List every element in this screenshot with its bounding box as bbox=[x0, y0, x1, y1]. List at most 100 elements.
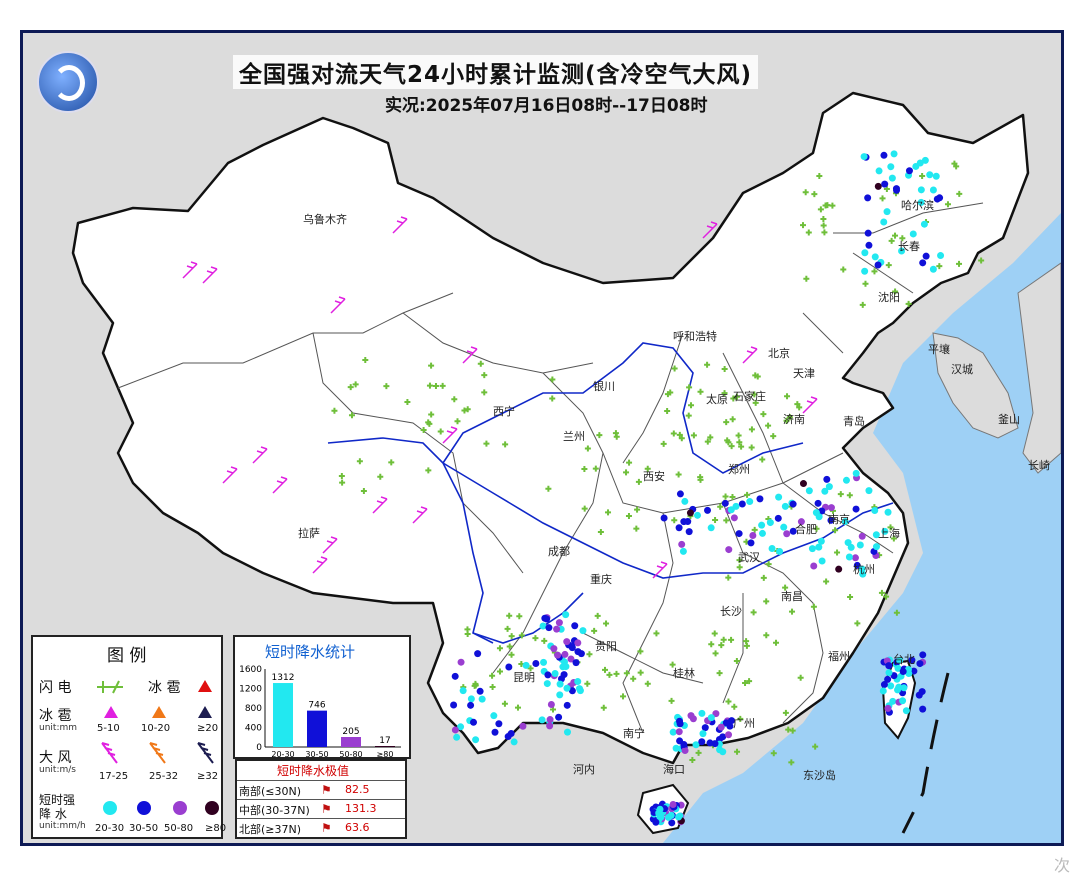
legend-wind-unit: unit:m/s bbox=[39, 765, 76, 775]
city-label: 重庆 bbox=[590, 573, 612, 586]
bar-value-label: 17 bbox=[379, 736, 390, 746]
lightning-mark bbox=[729, 494, 736, 501]
lightning-mark bbox=[751, 526, 758, 533]
y-tick-label: 0 bbox=[256, 743, 262, 753]
rain-dot bbox=[555, 619, 563, 627]
extreme-row-middle: 中部(30-37N) ⚑ 131.3 bbox=[237, 799, 405, 819]
wind-range-label: ≥32 bbox=[197, 771, 219, 782]
city-label: 南京 bbox=[828, 513, 850, 526]
wind-marks bbox=[182, 216, 818, 579]
rain-dot bbox=[810, 562, 818, 570]
map-subtitle: 实况:2025年07月16日08时--17日08时 bbox=[385, 96, 708, 116]
rain-dot bbox=[730, 514, 738, 522]
lightning-mark bbox=[331, 407, 338, 414]
rain-dot bbox=[919, 259, 927, 267]
lightning-mark bbox=[483, 440, 490, 447]
lightning-mark bbox=[746, 678, 753, 685]
city-label: 长沙 bbox=[720, 605, 742, 618]
japan-land bbox=[1017, 262, 1061, 474]
rain-dot bbox=[887, 682, 895, 690]
lightning-mark bbox=[532, 635, 539, 642]
rain-range-label: ≥80 bbox=[205, 823, 227, 834]
lightning-mark bbox=[733, 658, 740, 665]
rain-dot bbox=[652, 818, 660, 826]
rain-dot bbox=[758, 529, 766, 537]
lightning-mark bbox=[707, 434, 714, 441]
lightning-mark bbox=[788, 759, 795, 766]
lightning-mark bbox=[481, 389, 488, 396]
rain-dot bbox=[546, 716, 554, 724]
lightning-mark bbox=[637, 648, 644, 655]
lightning-mark bbox=[736, 439, 743, 446]
rain-dot bbox=[881, 180, 889, 188]
lightning-mark bbox=[717, 503, 724, 510]
rain-dot bbox=[693, 511, 701, 519]
lightning-mark bbox=[821, 229, 828, 236]
lightning-mark bbox=[586, 651, 593, 658]
lightning-mark bbox=[506, 643, 513, 650]
stats-title: 短时降水统计 bbox=[265, 643, 356, 661]
lightning-mark bbox=[425, 419, 432, 426]
rain-dot bbox=[680, 518, 688, 526]
extreme-row-value: 131.3 bbox=[345, 802, 377, 815]
lightning-mark bbox=[782, 709, 789, 716]
lightning-mark bbox=[454, 418, 461, 425]
rain-dot bbox=[874, 182, 882, 190]
flag-icon: ⚑ bbox=[321, 783, 332, 797]
wind-barb bbox=[252, 446, 268, 464]
city-label: 成都 bbox=[548, 545, 570, 558]
rain-dot bbox=[574, 639, 582, 647]
rain-dot bbox=[818, 507, 826, 515]
rain-dot bbox=[699, 730, 707, 738]
wind-barb bbox=[392, 216, 408, 234]
lightning-legend-icon bbox=[97, 680, 123, 694]
wind-barb bbox=[742, 346, 758, 364]
bar-30-50 bbox=[307, 710, 327, 747]
lightning-mark bbox=[765, 561, 772, 568]
rain-dot bbox=[664, 813, 672, 821]
rain-dot bbox=[543, 615, 551, 623]
city-label: 哈尔滨 bbox=[901, 199, 934, 212]
lightning-mark bbox=[502, 441, 509, 448]
rain-dot bbox=[817, 537, 825, 545]
bar-value-label: 205 bbox=[342, 727, 359, 737]
lightning-mark bbox=[742, 679, 749, 686]
city-label: 石家庄 bbox=[733, 390, 766, 403]
rain-dot bbox=[555, 713, 563, 721]
lightning-mark bbox=[549, 376, 556, 383]
hail-range-label: 5-10 bbox=[97, 723, 120, 734]
rain-dot bbox=[797, 518, 805, 526]
rain-dot bbox=[884, 675, 892, 683]
rain-dot bbox=[669, 728, 677, 736]
rain-dot bbox=[676, 490, 684, 498]
lightning-mark bbox=[829, 202, 836, 209]
rain-dot bbox=[575, 685, 583, 693]
lightning-mark bbox=[748, 426, 755, 433]
city-label: 西宁 bbox=[493, 405, 515, 418]
lightning-mark bbox=[426, 382, 433, 389]
lightning-mark bbox=[514, 704, 521, 711]
city-label: 银川 bbox=[593, 380, 615, 393]
lightning-mark bbox=[800, 222, 807, 229]
lightning-mark bbox=[888, 237, 895, 244]
lightning-mark bbox=[338, 473, 345, 480]
rain-dot bbox=[722, 719, 730, 727]
lightning-mark bbox=[803, 275, 810, 282]
rain-dot bbox=[766, 519, 774, 527]
lightning-mark bbox=[725, 574, 732, 581]
rain-dot bbox=[899, 697, 907, 705]
lightning-mark bbox=[783, 417, 790, 424]
extreme-row-value: 82.5 bbox=[345, 783, 370, 796]
rain-dot bbox=[451, 672, 459, 680]
lightning-mark bbox=[432, 383, 439, 390]
city-label: 广州 bbox=[733, 717, 755, 730]
rain-dot bbox=[922, 252, 930, 260]
lightning-mark bbox=[670, 430, 677, 437]
rain-dot bbox=[858, 565, 866, 573]
lightning-mark bbox=[729, 416, 736, 423]
rain-dot bbox=[563, 638, 571, 646]
wind-barb bbox=[322, 536, 338, 554]
lightning-mark bbox=[813, 525, 820, 532]
rain-dot bbox=[522, 661, 530, 669]
rain-dot bbox=[884, 704, 892, 712]
